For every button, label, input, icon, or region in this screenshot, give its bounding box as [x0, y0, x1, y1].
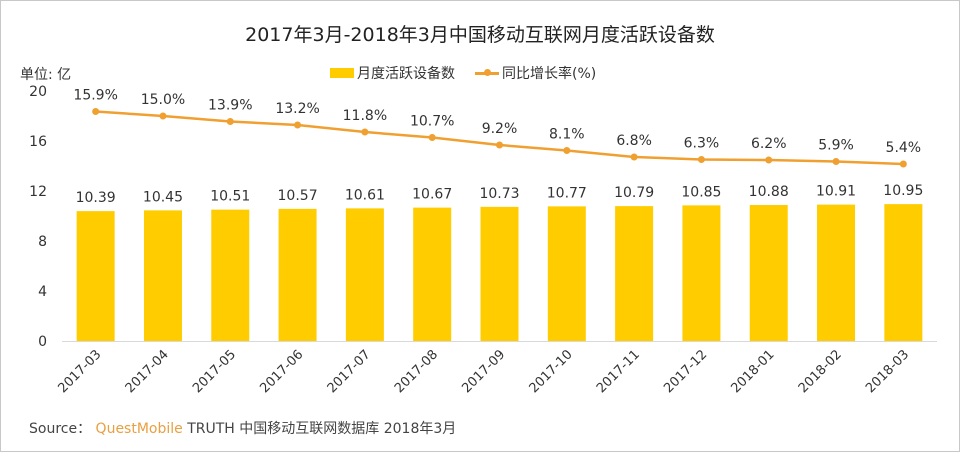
bar-data-label: 10.61: [345, 187, 385, 203]
line-point: [428, 134, 436, 141]
x-tick-label: 2017-08: [392, 347, 441, 396]
line-data-label: 6.3%: [684, 136, 720, 152]
legend-item-bar: 月度活跃设备数: [330, 63, 455, 83]
bar-data-label: 10.73: [479, 186, 519, 202]
x-tick-label: 2017-03: [55, 347, 104, 396]
line-data-label: 13.9%: [208, 98, 252, 114]
x-tick-label: 2017-11: [594, 347, 643, 396]
line-point: [832, 158, 840, 165]
x-tick-label: 2017-12: [661, 347, 710, 396]
bar-data-label: 10.91: [816, 184, 856, 200]
x-tick-label: 2018-03: [863, 347, 912, 396]
x-tick-label: 2017-05: [190, 347, 239, 396]
bar: [682, 205, 721, 341]
line-data-label: 15.9%: [73, 88, 117, 104]
y-tick-label: 0: [38, 334, 47, 350]
bar-data-label: 10.45: [143, 189, 183, 205]
legend-line-swatch: [475, 69, 499, 76]
legend-line-label: 同比增长率(%): [502, 66, 597, 82]
line-data-label: 11.8%: [343, 108, 387, 124]
legend-item-line: 同比增长率(%): [475, 63, 596, 83]
y-tick-label: 8: [38, 234, 47, 250]
line-point: [496, 141, 503, 149]
x-tick-label: 2017-10: [527, 347, 576, 396]
line-data-label: 6.2%: [751, 136, 787, 152]
bar: [278, 208, 317, 341]
line-data-label: 9.2%: [482, 121, 518, 137]
bar-data-label: 10.57: [278, 188, 318, 204]
y-tick-label: 16: [29, 134, 47, 150]
y-axis-label: 单位: 亿: [20, 67, 72, 83]
x-tick-label: 2017-09: [459, 347, 508, 396]
line-point: [226, 118, 234, 125]
bar: [749, 205, 788, 341]
line-point: [563, 147, 571, 154]
legend-bar-label: 月度活跃设备数: [357, 66, 455, 82]
bar-data-label: 10.79: [614, 185, 654, 201]
source-text: TRUTH 中国移动互联网数据库 2018年3月: [187, 421, 457, 437]
bar-data-label: 10.88: [749, 184, 789, 200]
line-point: [630, 153, 638, 161]
x-tick-label: 2017-06: [257, 347, 306, 396]
bar-data-label: 10.39: [76, 190, 116, 206]
legend-bar-swatch: [330, 68, 354, 78]
bar-data-label: 10.85: [681, 184, 721, 200]
source-note: Source： QuestMobile TRUTH 中国移动互联网数据库 201…: [29, 418, 456, 438]
line-point: [361, 128, 369, 136]
bar: [884, 204, 923, 341]
line-data-label: 10.7%: [410, 114, 454, 130]
bar-data-label: 10.95: [883, 183, 923, 199]
line-point: [92, 108, 100, 115]
line-data-label: 15.0%: [141, 92, 185, 108]
y-tick-label: 4: [38, 284, 47, 300]
bar: [143, 210, 182, 341]
line-point: [899, 160, 907, 168]
line-data-label: 13.2%: [275, 101, 319, 117]
bar-data-label: 10.51: [210, 189, 250, 205]
line-data-label: 5.9%: [818, 138, 854, 154]
line-data-label: 6.8%: [616, 133, 652, 149]
bar: [615, 206, 654, 341]
line-point: [159, 112, 167, 120]
bar-data-label: 10.67: [412, 187, 452, 203]
bar: [345, 208, 384, 341]
source-brand: QuestMobile: [95, 421, 183, 437]
bar: [547, 206, 586, 341]
source-prefix: Source：: [29, 421, 92, 437]
chart-title: 2017年3月-2018年3月中国移动互联网月度活跃设备数: [245, 24, 715, 46]
bar: [480, 206, 519, 341]
line-data-label: 5.4%: [886, 140, 922, 156]
bar: [211, 209, 250, 341]
line-point: [765, 156, 773, 164]
x-tick-label: 2018-02: [796, 347, 845, 396]
legend: 月度活跃设备数 同比增长率(%): [330, 63, 596, 83]
x-tick-label: 2017-07: [325, 347, 374, 396]
y-tick-label: 12: [29, 184, 47, 200]
bar-data-label: 10.77: [547, 185, 587, 201]
x-tick-label: 2017-04: [123, 347, 172, 396]
line-point: [294, 121, 302, 129]
bar: [817, 204, 856, 341]
y-tick-label: 20: [29, 84, 47, 100]
line-point: [697, 156, 705, 163]
line-data-label: 8.1%: [549, 127, 585, 143]
bar: [76, 211, 115, 341]
bar: [413, 207, 452, 341]
x-tick-label: 2018-01: [729, 347, 778, 396]
